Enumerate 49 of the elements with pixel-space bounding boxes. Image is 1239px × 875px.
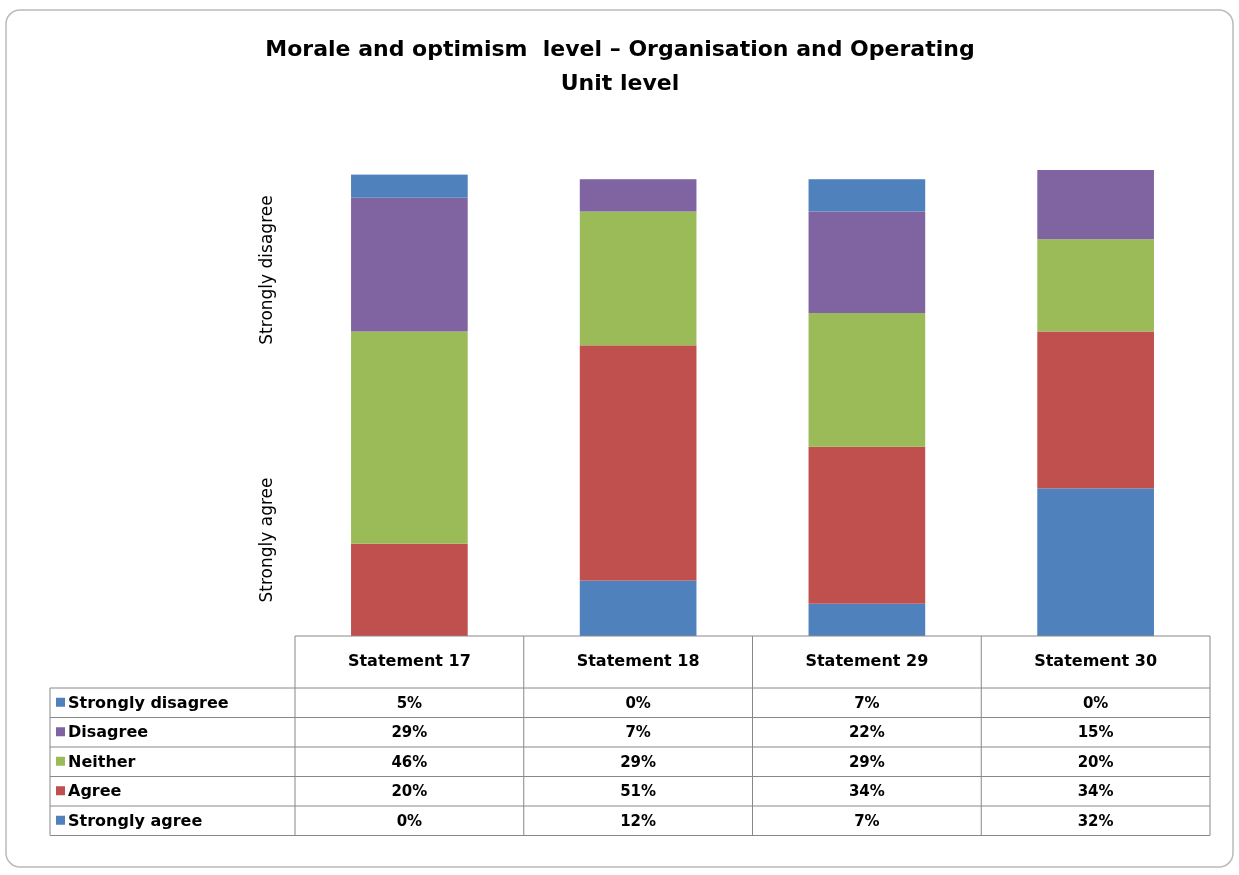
text: Strongly disagree xyxy=(256,195,276,345)
bar xyxy=(579,211,697,346)
bar xyxy=(351,543,468,636)
data-label: 51% xyxy=(620,782,657,801)
data-label: 7% xyxy=(854,811,880,830)
x-tick-label: Statement 18 xyxy=(576,651,700,670)
data-label: 34% xyxy=(1077,782,1114,801)
bar xyxy=(1037,331,1154,489)
bar xyxy=(808,179,926,212)
bar xyxy=(351,331,468,544)
data-label: 29% xyxy=(848,752,885,771)
data-label: 22% xyxy=(848,723,885,742)
bar xyxy=(808,313,926,447)
data-label: 46% xyxy=(391,752,428,771)
text: Strongly agree xyxy=(256,477,276,603)
bar xyxy=(351,197,468,332)
data-label: 5% xyxy=(396,693,423,712)
data-label: 20% xyxy=(391,782,428,801)
chart-title: Morale and optimism level – Organisation and Operating Unit level xyxy=(265,36,975,95)
bar xyxy=(1037,239,1154,332)
data-label: 15% xyxy=(1077,723,1114,742)
data-label: 20% xyxy=(1077,752,1114,771)
x-tick-label: Statement 30 xyxy=(1034,651,1158,670)
bar xyxy=(808,211,926,314)
data-label: 7% xyxy=(625,723,651,742)
data-label: 0% xyxy=(396,811,423,830)
bar xyxy=(579,580,697,636)
legend-label: Neither xyxy=(68,751,136,771)
data-label: 12% xyxy=(620,811,657,830)
legend-label: Strongly agree xyxy=(68,810,203,830)
bar xyxy=(808,603,926,636)
data-label: 34% xyxy=(848,782,885,801)
bar xyxy=(1037,488,1154,636)
bar xyxy=(1037,170,1154,240)
x-tick-label: Statement 29 xyxy=(805,651,929,670)
bar xyxy=(351,174,468,198)
legend-label: Strongly disagree xyxy=(68,692,229,712)
x-tick-label: Statement 17 xyxy=(347,651,471,670)
data-label: 29% xyxy=(620,752,657,771)
data-label: 29% xyxy=(391,723,428,742)
data-label: 7% xyxy=(854,693,880,712)
bar xyxy=(808,446,926,604)
bar xyxy=(579,179,697,212)
legend-label: Disagree xyxy=(68,722,149,742)
legend-label: Agree xyxy=(68,781,122,801)
data-label: 0% xyxy=(1082,693,1109,712)
data-label: 32% xyxy=(1077,811,1114,830)
data-label: 0% xyxy=(625,693,651,712)
bar xyxy=(579,345,697,581)
